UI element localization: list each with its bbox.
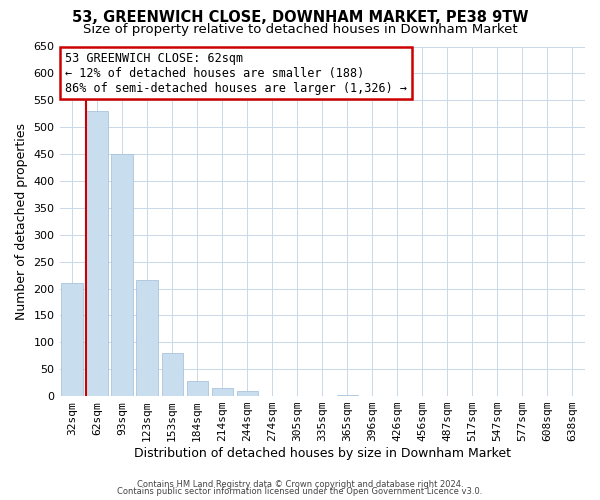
Y-axis label: Number of detached properties: Number of detached properties	[15, 123, 28, 320]
Text: Contains HM Land Registry data © Crown copyright and database right 2024.: Contains HM Land Registry data © Crown c…	[137, 480, 463, 489]
Bar	[212, 388, 233, 396]
Bar	[187, 381, 208, 396]
Bar	[161, 353, 183, 396]
Text: Contains public sector information licensed under the Open Government Licence v3: Contains public sector information licen…	[118, 487, 482, 496]
Bar	[337, 395, 358, 396]
Text: 53, GREENWICH CLOSE, DOWNHAM MARKET, PE38 9TW: 53, GREENWICH CLOSE, DOWNHAM MARKET, PE3…	[72, 10, 528, 25]
Text: Size of property relative to detached houses in Downham Market: Size of property relative to detached ho…	[83, 22, 517, 36]
Bar	[136, 280, 158, 396]
Bar	[236, 390, 258, 396]
Bar	[86, 111, 108, 396]
Bar	[61, 283, 83, 396]
Text: 53 GREENWICH CLOSE: 62sqm
← 12% of detached houses are smaller (188)
86% of semi: 53 GREENWICH CLOSE: 62sqm ← 12% of detac…	[65, 52, 407, 94]
Bar	[112, 154, 133, 396]
X-axis label: Distribution of detached houses by size in Downham Market: Distribution of detached houses by size …	[134, 447, 511, 460]
